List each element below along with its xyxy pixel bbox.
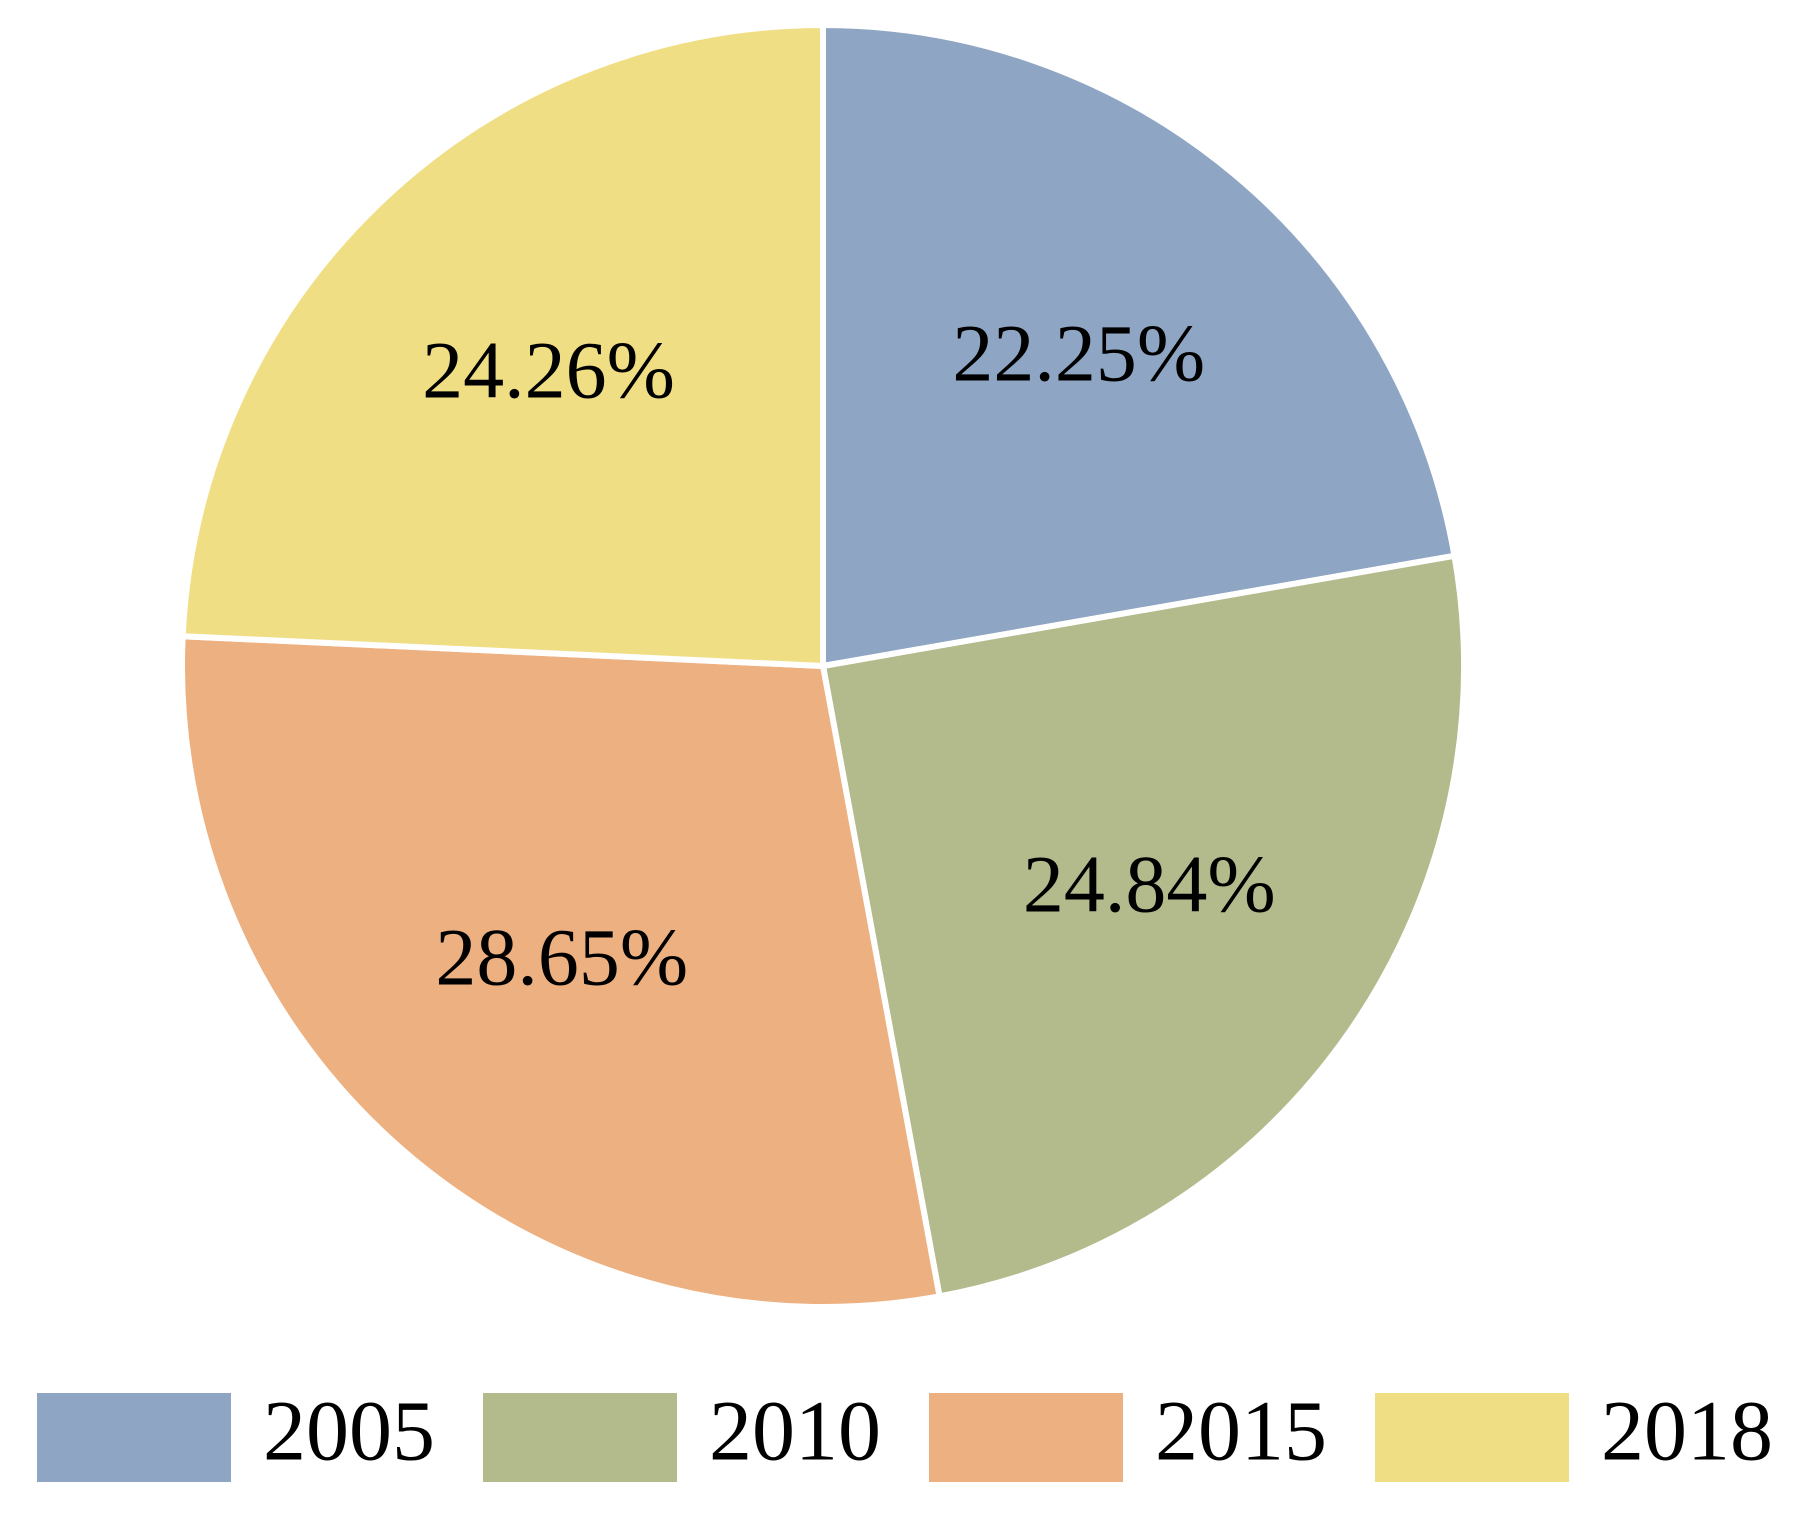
pie-slice [819,552,1467,1300]
legend-swatch [483,1393,677,1482]
legend-swatch [929,1393,1123,1482]
legend-swatch [37,1393,231,1482]
value-label: 24.84% [1023,839,1276,930]
legend-label: 2010 [709,1383,881,1479]
value-label: 24.26% [422,324,675,415]
legend-swatch [1375,1393,1569,1482]
pie-slice [179,633,944,1310]
legend-label: 2018 [1601,1383,1773,1479]
pie-slice [179,21,826,670]
value-label: 28.65% [435,911,688,1002]
value-label: 22.25% [952,308,1205,399]
legend-label: 2005 [263,1383,435,1479]
legend-label: 2015 [1155,1383,1327,1479]
pie-slice [820,21,1458,670]
